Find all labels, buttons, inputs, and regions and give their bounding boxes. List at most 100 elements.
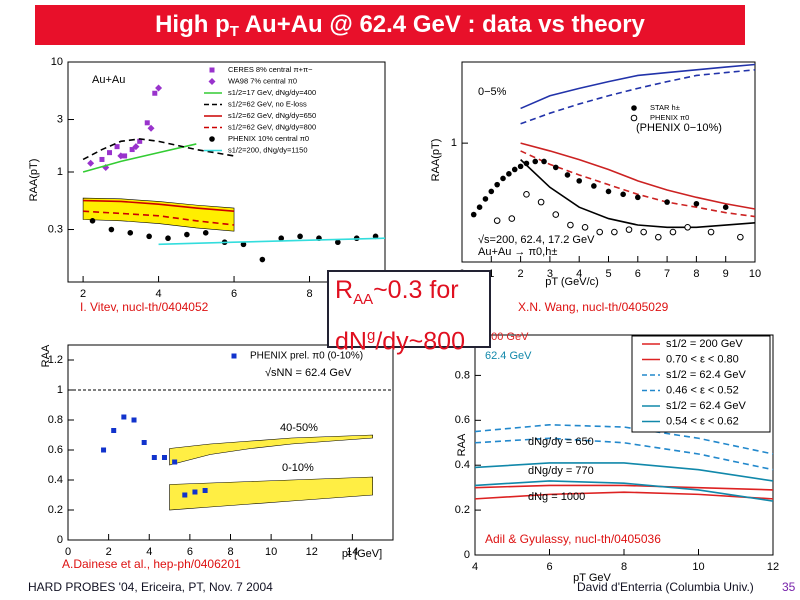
data-point — [537, 198, 545, 206]
y-tick-label: 3 — [57, 113, 63, 125]
legend-label: PHENIX prel. π0 (0-10%) — [250, 351, 363, 362]
y-tick-label: 10 — [51, 56, 63, 68]
data-point — [278, 235, 285, 242]
legend-marker — [209, 67, 215, 73]
data-point — [114, 144, 120, 150]
data-line — [520, 63, 756, 110]
footer-right: David d'Enterria (Columbia Univ.) — [577, 580, 754, 594]
data-point — [470, 211, 477, 218]
x-tick-label: 6 — [187, 546, 193, 558]
title-prefix: High p — [155, 11, 230, 38]
data-point — [707, 228, 715, 236]
data-line — [474, 491, 774, 500]
annotation: dNg = 1000 — [528, 491, 585, 503]
data-point — [152, 90, 158, 96]
data-point — [107, 150, 113, 156]
x-tick-label: 3 — [547, 268, 553, 280]
data-line — [83, 199, 235, 213]
data-point — [184, 231, 190, 238]
title-subscript: T — [230, 23, 239, 40]
data-point — [506, 171, 512, 177]
annotation: dNg/dy = 770 — [528, 465, 594, 477]
y-tick-label: 1 — [451, 137, 457, 149]
x-tick-label: 10 — [692, 561, 704, 573]
legend-box — [631, 335, 771, 433]
annotation: 40-50% — [280, 422, 318, 434]
x-tick-label: 8 — [693, 268, 699, 280]
x-tick-label: 8 — [621, 561, 627, 573]
data-point — [192, 489, 198, 495]
data-point — [137, 138, 143, 144]
annotation: (PHENIX 0−10%) — [636, 122, 722, 134]
data-point — [596, 228, 604, 236]
data-line — [474, 480, 774, 502]
x-tick-label: 0 — [65, 546, 71, 558]
data-point — [87, 159, 95, 167]
x-tick-label: 6 — [546, 561, 552, 573]
x-tick-label: 5 — [605, 268, 611, 280]
data-point — [620, 191, 626, 198]
y-tick-label: 0 — [464, 549, 470, 561]
y-tick-label: 0.6 — [48, 444, 63, 456]
y-tick-label: 0.2 — [48, 504, 63, 516]
legend-label: 0.70 < ε < 0.80 — [666, 353, 739, 365]
x-tick-label: 2 — [518, 268, 524, 280]
y-tick-label: 0.8 — [48, 414, 63, 426]
x-tick-label: 12 — [306, 546, 318, 558]
data-point — [155, 84, 163, 92]
data-point — [669, 228, 677, 236]
slide-title: High pT Au+Au @ 62.4 GeV : data vs theor… — [155, 11, 645, 40]
annotation: 62.4 GeV — [485, 350, 532, 362]
chart-background — [440, 52, 770, 310]
annotation: 0−5% — [478, 86, 507, 98]
legend-label: s1/2=17 GeV, dNg/dy=400 — [228, 88, 316, 97]
data-point — [101, 447, 107, 453]
y-tick-label: 1.2 — [48, 354, 63, 366]
data-point — [508, 215, 516, 222]
data-point — [511, 166, 518, 173]
y-tick-label: 0.4 — [455, 459, 470, 471]
data-point — [111, 428, 117, 433]
data-point — [161, 455, 167, 460]
source-citation: A.Dainese et al., hep-ph/0406201 — [62, 557, 241, 571]
data-point — [532, 158, 539, 165]
data-point — [591, 183, 597, 189]
data-point — [635, 194, 641, 201]
band — [169, 434, 373, 466]
legend-label: CERES 8% central π+π− — [228, 65, 313, 74]
callout-line2: /dy~800 — [375, 327, 465, 356]
y-tick-label: 0.8 — [455, 369, 470, 381]
x-tick-label: 9 — [723, 268, 729, 280]
data-point — [640, 228, 647, 236]
data-point — [482, 196, 489, 202]
data-point — [297, 233, 303, 240]
legend-label: PHENIX 10% central π0 — [228, 134, 309, 143]
data-point — [259, 256, 266, 263]
x-tick-label: 2 — [80, 288, 86, 300]
data-point — [147, 124, 155, 132]
data-point — [99, 156, 105, 162]
data-point — [131, 417, 137, 423]
data-point — [132, 143, 140, 151]
data-point — [722, 204, 729, 211]
title-suffix: Au+Au @ 62.4 GeV : data vs theory — [239, 11, 646, 38]
y-tick-label: 1 — [57, 384, 63, 396]
data-line — [520, 68, 756, 125]
x-tick-label: 14 — [346, 546, 358, 558]
data-point — [541, 158, 547, 165]
x-tick-label: 10 — [749, 268, 761, 280]
data-line — [83, 210, 235, 226]
y-tick-label: 0 — [57, 534, 63, 546]
chart-1: 1012345678910pT (GeV/c)RAA(pT)STAR h±PHE… — [430, 52, 770, 314]
y-tick-label: 0.3 — [48, 223, 63, 235]
legend-label: s1/2=200, dNg/dy=1150 — [228, 145, 308, 154]
source-citation: X.N. Wang, nucl-th/0405029 — [518, 300, 669, 314]
annotation: √s=200, 62.4, 17.2 GeV — [478, 234, 595, 246]
data-point — [605, 188, 612, 195]
title-bar — [35, 5, 745, 45]
data-point — [240, 241, 247, 248]
band — [82, 197, 235, 232]
data-point — [151, 455, 157, 460]
legend-label: s1/2=62 GeV, dNg/dy=800 — [228, 122, 316, 131]
